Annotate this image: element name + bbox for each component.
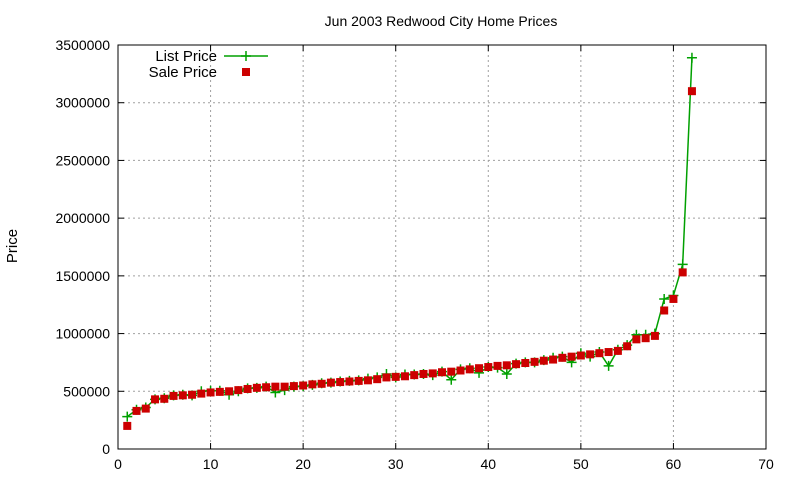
x-tick-label: 30 [388,456,404,472]
x-tick-label: 0 [114,456,122,472]
y-axis-label: Price [4,229,21,263]
x-tick-label: 40 [480,456,496,472]
y-tick-label: 1500000 [55,268,110,284]
sale-price-point [632,335,641,344]
grid-lines [118,45,766,449]
sale-price-point [326,378,335,387]
sale-price-point [660,306,669,315]
list-price-point [659,293,670,304]
x-tick-label: 20 [295,456,311,472]
sale-price-point [345,377,354,386]
sale-price-point [206,388,215,397]
sale-price-point [502,361,511,370]
series-layer [122,52,697,430]
list-price-point [677,259,688,270]
sale-price-point [678,268,687,277]
sale-price-point [530,357,539,366]
sale-price-point [363,376,372,385]
sale-price-point [586,350,595,359]
x-tick-label: 10 [203,456,219,472]
sale-price-point [475,364,484,373]
sale-price-point [280,382,289,391]
sale-price-point [623,342,632,351]
sale-price-point [669,294,678,303]
sale-price-point [456,366,465,375]
legend-label-list-price: List Price [155,48,217,65]
sale-price-point [558,353,567,362]
sale-price-point [382,373,391,382]
sale-price-point [336,378,345,387]
chart-title: Jun 2003 Redwood City Home Prices [325,13,558,29]
y-tick-label: 0 [102,441,110,457]
sale-price-point [151,395,160,404]
sale-price-point [354,376,363,385]
sale-price-point [650,331,659,340]
sale-price-point [123,421,132,430]
sale-price-point [215,387,224,396]
sale-price-point [613,346,622,355]
list-price-line [126,57,693,418]
sale-price-point [400,372,409,381]
sale-price-point [132,406,141,415]
x-tick-label: 50 [573,456,589,472]
list-price-point [603,360,614,371]
legend-marker-list-price [241,51,251,61]
sale-price-point [484,363,493,372]
sale-price-point [141,404,150,413]
sale-price-point [576,351,585,360]
x-tick-label: 70 [758,456,774,472]
sale-price-point [373,375,382,384]
axis-ticks: 0 10 20 30 40 50 60 70 0 500000 1000000 1500000 2000… [55,37,774,472]
sale-price-point [641,334,650,343]
sale-price-point [493,361,502,370]
sale-price-point [391,372,400,381]
sale-price-point [178,391,187,400]
plot-frame [117,44,767,450]
sale-price-point [243,384,252,393]
sale-price-point [521,359,530,368]
sale-price-point [289,382,298,391]
sale-price-point [169,391,178,400]
sale-price-point [410,371,419,380]
sale-price-point [271,382,280,391]
sale-price-point [687,87,696,96]
sale-price-point [539,356,548,365]
sale-price-point [160,394,169,403]
list-price-point [446,374,457,385]
sale-price-point [252,383,261,392]
sale-price-point [447,367,456,376]
sale-price-point [299,381,308,390]
sale-price-point [234,386,243,395]
sale-price-point [308,380,317,389]
list-price-point [686,52,697,63]
sale-price-point [438,368,446,377]
y-tick-label: 3500000 [55,37,110,53]
sale-price-point [188,390,197,399]
legend-label-sale-price: Sale Price [149,64,217,81]
y-tick-label: 2000000 [55,210,110,226]
legend-marker-sale-price [242,68,250,76]
x-tick-label: 60 [666,456,682,472]
sale-price-point [567,352,576,361]
sale-price-point [595,349,604,358]
sale-price-point [419,369,428,378]
sale-price-point [428,369,437,378]
sale-price-point [317,379,326,388]
sale-price-point [262,383,271,392]
sale-price-point [512,360,521,369]
sale-price-point [604,348,613,357]
y-tick-label: 3000000 [55,95,110,111]
y-tick-label: 500000 [63,383,110,399]
y-tick-label: 2500000 [55,152,110,168]
sale-price-point [225,387,234,396]
sale-price-point [465,365,474,374]
sale-price-point [197,389,206,398]
list-price-point [501,368,512,379]
sale-price-point [549,355,558,364]
list-price-point [122,411,133,422]
y-tick-label: 1000000 [55,326,110,342]
